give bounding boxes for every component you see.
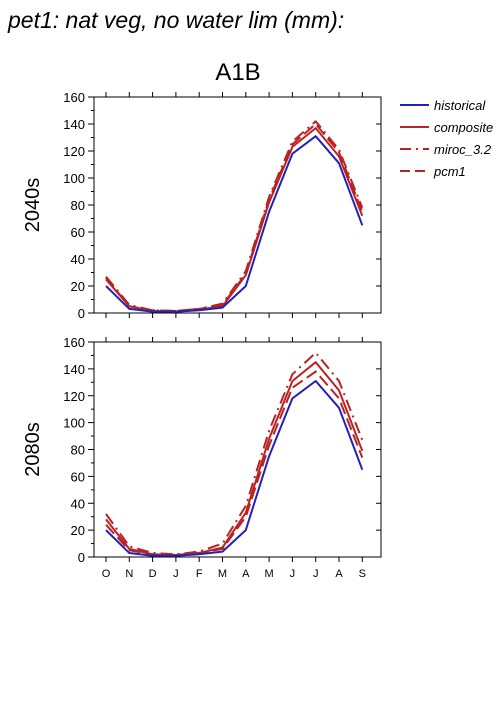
x-tick-label: O	[102, 568, 111, 580]
chart-panel-2080s: 0 20 40 60 80 100 120 140 160 O N D J F M A M J J A S 2080s	[22, 335, 382, 580]
y-tick-label: 20	[71, 279, 85, 294]
legend-label: pcm1	[433, 164, 466, 179]
series-line-historical	[105, 135, 364, 313]
x-tick-label: M	[265, 568, 274, 580]
x-tick-label: D	[149, 568, 157, 580]
y-tick-label: 80	[71, 198, 85, 213]
scenario-title: A1B	[215, 59, 260, 86]
y-tick-label: 120	[63, 389, 85, 404]
legend-label: historical	[434, 98, 486, 113]
panel-label: 2040s	[22, 178, 44, 233]
legend-label: miroc_3.2	[434, 142, 492, 157]
y-tick-label: 0	[78, 550, 85, 565]
legend: historical composite miroc_3.2 pcm1	[400, 98, 493, 179]
x-tick-label: S	[359, 568, 366, 580]
y-tick-label: 40	[71, 252, 85, 267]
series-line-composite	[105, 361, 364, 556]
x-tick-label: J	[173, 568, 179, 580]
series-line-miroc-3-2	[105, 120, 364, 312]
y-tick-label: 40	[71, 496, 85, 511]
y-tick-label: 160	[63, 90, 85, 105]
y-tick-label: 160	[63, 335, 85, 350]
x-tick-label: M	[218, 568, 227, 580]
x-tick-label: J	[313, 568, 319, 580]
plot-frame	[93, 96, 382, 314]
x-tick-label: A	[242, 568, 250, 580]
y-tick-label: 100	[63, 171, 85, 186]
series-line-miroc-3-2	[105, 351, 364, 556]
x-tick-label: J	[290, 568, 296, 580]
y-tick-label: 80	[71, 443, 85, 458]
series-line-pcm1	[105, 370, 364, 556]
y-tick-label: 20	[71, 523, 85, 538]
x-tick-label: F	[196, 568, 203, 580]
series-line-pcm1	[105, 123, 364, 312]
y-tick-label: 0	[78, 306, 85, 321]
figure-title: pet1: nat veg, no water lim (mm):	[7, 7, 344, 33]
series-line-historical	[105, 380, 364, 557]
y-tick-label: 100	[63, 416, 85, 431]
y-tick-label: 120	[63, 144, 85, 159]
legend-label: composite	[434, 120, 493, 135]
y-tick-label: 140	[63, 362, 85, 377]
x-tick-label: N	[125, 568, 133, 580]
y-tick-label: 60	[71, 469, 85, 484]
series-line-composite	[105, 127, 364, 313]
chart-panels: 0 20 40 60 80 100 120 140 160 2040s 0 20 40 60 80 100 12…	[22, 90, 382, 580]
y-tick-label: 60	[71, 225, 85, 240]
chart-panel-2040s: 0 20 40 60 80 100 120 140 160 2040s	[22, 90, 382, 321]
panel-label: 2080s	[22, 422, 44, 477]
x-tick-label: A	[335, 568, 343, 580]
y-tick-label: 140	[63, 117, 85, 132]
